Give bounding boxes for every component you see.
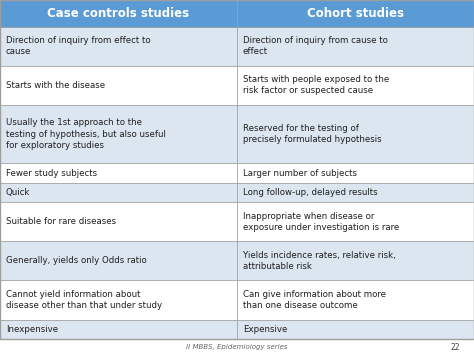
- Text: II MBBS, Epidemiology series: II MBBS, Epidemiology series: [186, 344, 288, 350]
- FancyBboxPatch shape: [0, 163, 237, 183]
- Text: Direction of inquiry from cause to
effect: Direction of inquiry from cause to effec…: [243, 36, 388, 56]
- Text: Expensive: Expensive: [243, 325, 287, 334]
- Text: Inexpensive: Inexpensive: [6, 325, 58, 334]
- FancyBboxPatch shape: [0, 0, 237, 27]
- Text: Fewer study subjects: Fewer study subjects: [6, 169, 97, 178]
- Text: Generally, yields only Odds ratio: Generally, yields only Odds ratio: [6, 256, 146, 266]
- Text: Starts with people exposed to the
risk factor or suspected cause: Starts with people exposed to the risk f…: [243, 75, 389, 95]
- Text: Yields incidence rates, relative risk,
attributable risk: Yields incidence rates, relative risk, a…: [243, 251, 395, 271]
- Text: Long follow-up, delayed results: Long follow-up, delayed results: [243, 188, 377, 197]
- Text: Can give information about more
than one disease outcome: Can give information about more than one…: [243, 290, 386, 310]
- FancyBboxPatch shape: [0, 202, 237, 241]
- FancyBboxPatch shape: [237, 183, 474, 202]
- FancyBboxPatch shape: [0, 241, 237, 280]
- FancyBboxPatch shape: [237, 105, 474, 163]
- FancyBboxPatch shape: [237, 0, 474, 27]
- Text: Starts with the disease: Starts with the disease: [6, 81, 105, 90]
- FancyBboxPatch shape: [237, 241, 474, 280]
- Text: 22: 22: [450, 343, 460, 351]
- FancyBboxPatch shape: [237, 66, 474, 105]
- FancyBboxPatch shape: [237, 280, 474, 320]
- FancyBboxPatch shape: [237, 27, 474, 66]
- Text: Direction of inquiry from effect to
cause: Direction of inquiry from effect to caus…: [6, 36, 150, 56]
- Text: Larger number of subjects: Larger number of subjects: [243, 169, 357, 178]
- Text: Usually the 1st approach to the
testing of hypothesis, but also useful
for explo: Usually the 1st approach to the testing …: [6, 119, 165, 149]
- FancyBboxPatch shape: [237, 202, 474, 241]
- FancyBboxPatch shape: [0, 320, 237, 339]
- Text: Cohort studies: Cohort studies: [307, 7, 404, 20]
- Text: Reserved for the testing of
precisely formulated hypothesis: Reserved for the testing of precisely fo…: [243, 124, 381, 144]
- FancyBboxPatch shape: [0, 280, 237, 320]
- Text: Cannot yield information about
disease other than that under study: Cannot yield information about disease o…: [6, 290, 162, 310]
- FancyBboxPatch shape: [0, 66, 237, 105]
- Text: Suitable for rare diseases: Suitable for rare diseases: [6, 217, 116, 226]
- Text: Inappropriate when disease or
exposure under investigation is rare: Inappropriate when disease or exposure u…: [243, 212, 399, 232]
- FancyBboxPatch shape: [0, 27, 237, 66]
- Text: Case controls studies: Case controls studies: [47, 7, 190, 20]
- FancyBboxPatch shape: [0, 105, 237, 163]
- FancyBboxPatch shape: [237, 320, 474, 339]
- Text: Quick: Quick: [6, 188, 30, 197]
- FancyBboxPatch shape: [0, 183, 237, 202]
- FancyBboxPatch shape: [237, 163, 474, 183]
